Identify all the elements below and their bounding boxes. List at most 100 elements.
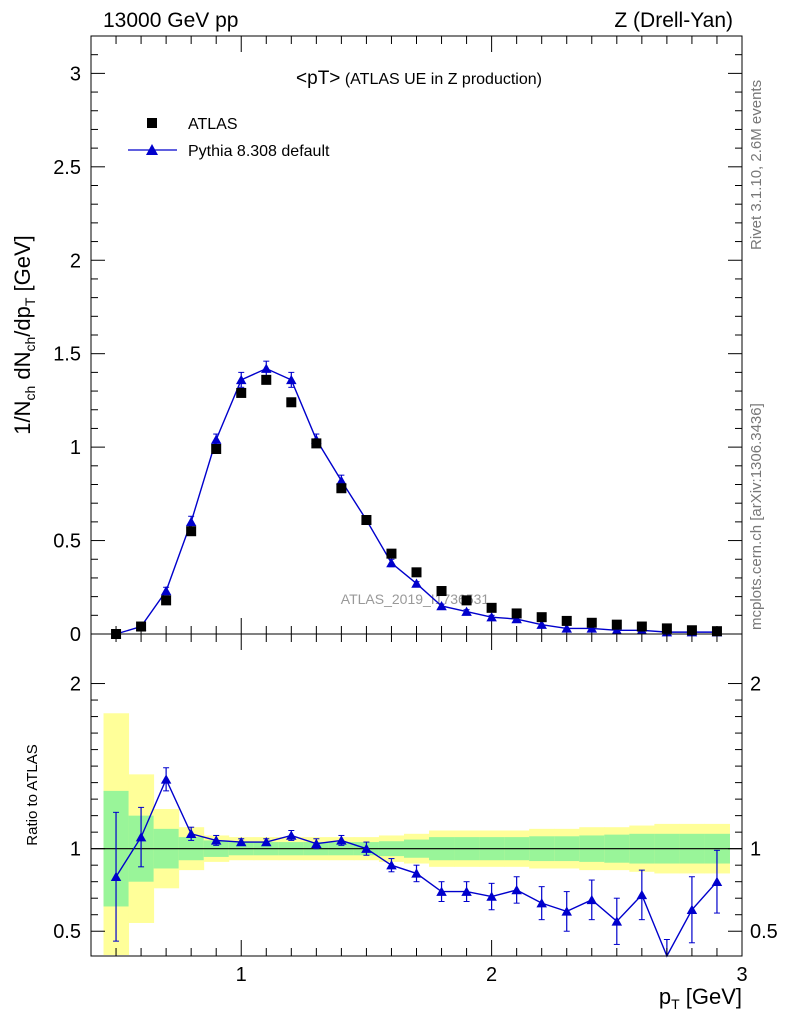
ratio-point <box>686 904 698 915</box>
ratio-y-ticks: 0.5 0.5 1 1 2 2 <box>53 674 778 944</box>
atlas-point <box>686 625 697 636</box>
atlas-point <box>186 526 197 537</box>
atlas-point <box>336 483 347 494</box>
ratio-point <box>110 871 122 881</box>
main-y-tick-label: 0 <box>70 624 81 646</box>
ratio-x-ticks: 1 2 3 <box>115 634 748 986</box>
atlas-point <box>161 595 172 606</box>
legend-pythia-label: Pythia 8.308 default <box>188 143 330 160</box>
header-left-title: 13000 GeV pp <box>103 9 238 32</box>
main-title-symbol: <pT> <box>296 68 340 89</box>
pythia-point <box>486 612 497 622</box>
main-plot-title: <pT> (ATLAS UE in Z production) <box>296 68 542 89</box>
pythia-point <box>536 619 547 629</box>
ratio-point <box>336 835 347 845</box>
ratio-y-tick-label: 1 <box>70 839 81 861</box>
main-y-tick-label: 1 <box>70 437 81 459</box>
pythia-point <box>235 374 247 385</box>
ylabel-part-4: ch <box>22 337 38 352</box>
ylabel-part-1: 1/N <box>10 401 35 435</box>
main-y-tick-label: 1.5 <box>53 344 81 366</box>
ratio-point <box>711 876 723 886</box>
ratio-bands-layer <box>103 713 730 955</box>
atlas-point <box>136 621 147 632</box>
ratio-point <box>411 868 422 878</box>
ratio-point <box>311 838 322 848</box>
ratio-plot-frame <box>90 633 743 957</box>
analysis-watermark: ATLAS_2019_I1736531 <box>341 591 490 607</box>
legend-pythia-marker <box>146 144 158 155</box>
pythia-point <box>210 434 222 444</box>
ratio-point <box>586 894 598 905</box>
atlas-point <box>286 397 297 408</box>
ratio-y-tick-label-right: 2 <box>750 674 761 696</box>
ratio-point <box>436 886 447 896</box>
main-y-tick-label: 2 <box>70 250 81 272</box>
xlabel-part-2: T <box>671 996 680 1012</box>
pythia-point <box>336 475 347 486</box>
ratio-y-axis-label: Ratio to ATLAS <box>24 744 41 845</box>
pythia-point <box>586 623 598 633</box>
ylabel-part-7: [GeV] <box>10 235 35 297</box>
pythia-point <box>185 516 197 527</box>
atlas-point <box>661 623 672 634</box>
main-y-tick-label: 3 <box>70 63 81 85</box>
atlas-point <box>386 548 397 559</box>
ratio-y-tick-label-right: 1 <box>750 839 761 861</box>
header-right-title: Z (Drell-Yan) <box>614 9 733 32</box>
ratio-x-tick-label: 1 <box>236 964 247 986</box>
ratio-series-layer <box>110 767 723 958</box>
pythia-point <box>160 586 172 596</box>
ratio-point <box>561 906 572 916</box>
xlabel-part-1: p <box>659 984 671 1009</box>
atlas-point <box>211 443 222 454</box>
ylabel-part-2: ch <box>22 386 38 401</box>
rivet-version-label: Rivet 3.1.10, 2.6M events <box>748 80 765 250</box>
ratio-panel: 0.5 0.5 1 1 2 2 1 2 3 Ratio to ATLAS pT [GeV] <box>24 633 778 1012</box>
pythia-point <box>511 614 522 624</box>
main-y-tick-label: 0.5 <box>53 531 81 553</box>
pythia-point <box>436 600 447 611</box>
legend: ATLAS Pythia 8.308 default <box>128 116 330 160</box>
ratio-point <box>261 837 272 847</box>
ratio-y-tick-label: 2 <box>70 674 81 696</box>
atlas-point <box>611 619 622 630</box>
atlas-point <box>561 615 572 626</box>
atlas-point <box>586 617 597 628</box>
ratio-point <box>536 898 547 908</box>
ratio-point <box>611 916 623 926</box>
ratio-point <box>486 891 497 901</box>
atlas-point <box>461 595 472 606</box>
main-title-subtitle: (ATLAS UE in Z production) <box>340 71 542 88</box>
atlas-point <box>636 621 647 632</box>
pythia-point <box>386 557 397 568</box>
legend-atlas-label: ATLAS <box>188 116 238 133</box>
ratio-point <box>461 886 472 896</box>
atlas-point <box>436 586 447 597</box>
pythia-point <box>611 625 623 635</box>
ylabel-part-5: /dp <box>10 306 35 337</box>
atlas-point <box>411 567 422 578</box>
ratio-y-tick-label: 0.5 <box>53 921 81 943</box>
atlas-point <box>536 612 547 623</box>
ratio-point <box>286 830 297 840</box>
pythia-point <box>461 606 472 616</box>
atlas-point <box>311 438 322 449</box>
ratio-x-axis-label: pT [GeV] <box>659 984 742 1012</box>
main-series-layer <box>110 360 723 639</box>
xlabel-part-3: [GeV] <box>680 984 742 1009</box>
ratio-x-tick-label: 3 <box>736 964 747 986</box>
ratio-point <box>361 843 372 853</box>
atlas-point <box>361 515 372 526</box>
atlas-point <box>711 626 722 637</box>
main-y-axis-label: 1/Nch dNch/dpT [GeV] <box>10 235 38 435</box>
ratio-point <box>160 774 172 784</box>
ylabel-part-6: T <box>22 297 38 306</box>
atlas-point <box>261 374 272 385</box>
ratio-point <box>636 889 648 900</box>
pythia-point <box>261 363 272 373</box>
pythia-point <box>411 578 422 588</box>
main-y-ticks: 0 0.5 1 1.5 2 2.5 3 <box>53 54 742 646</box>
ratio-y-tick-label-right: 0.5 <box>750 921 778 943</box>
